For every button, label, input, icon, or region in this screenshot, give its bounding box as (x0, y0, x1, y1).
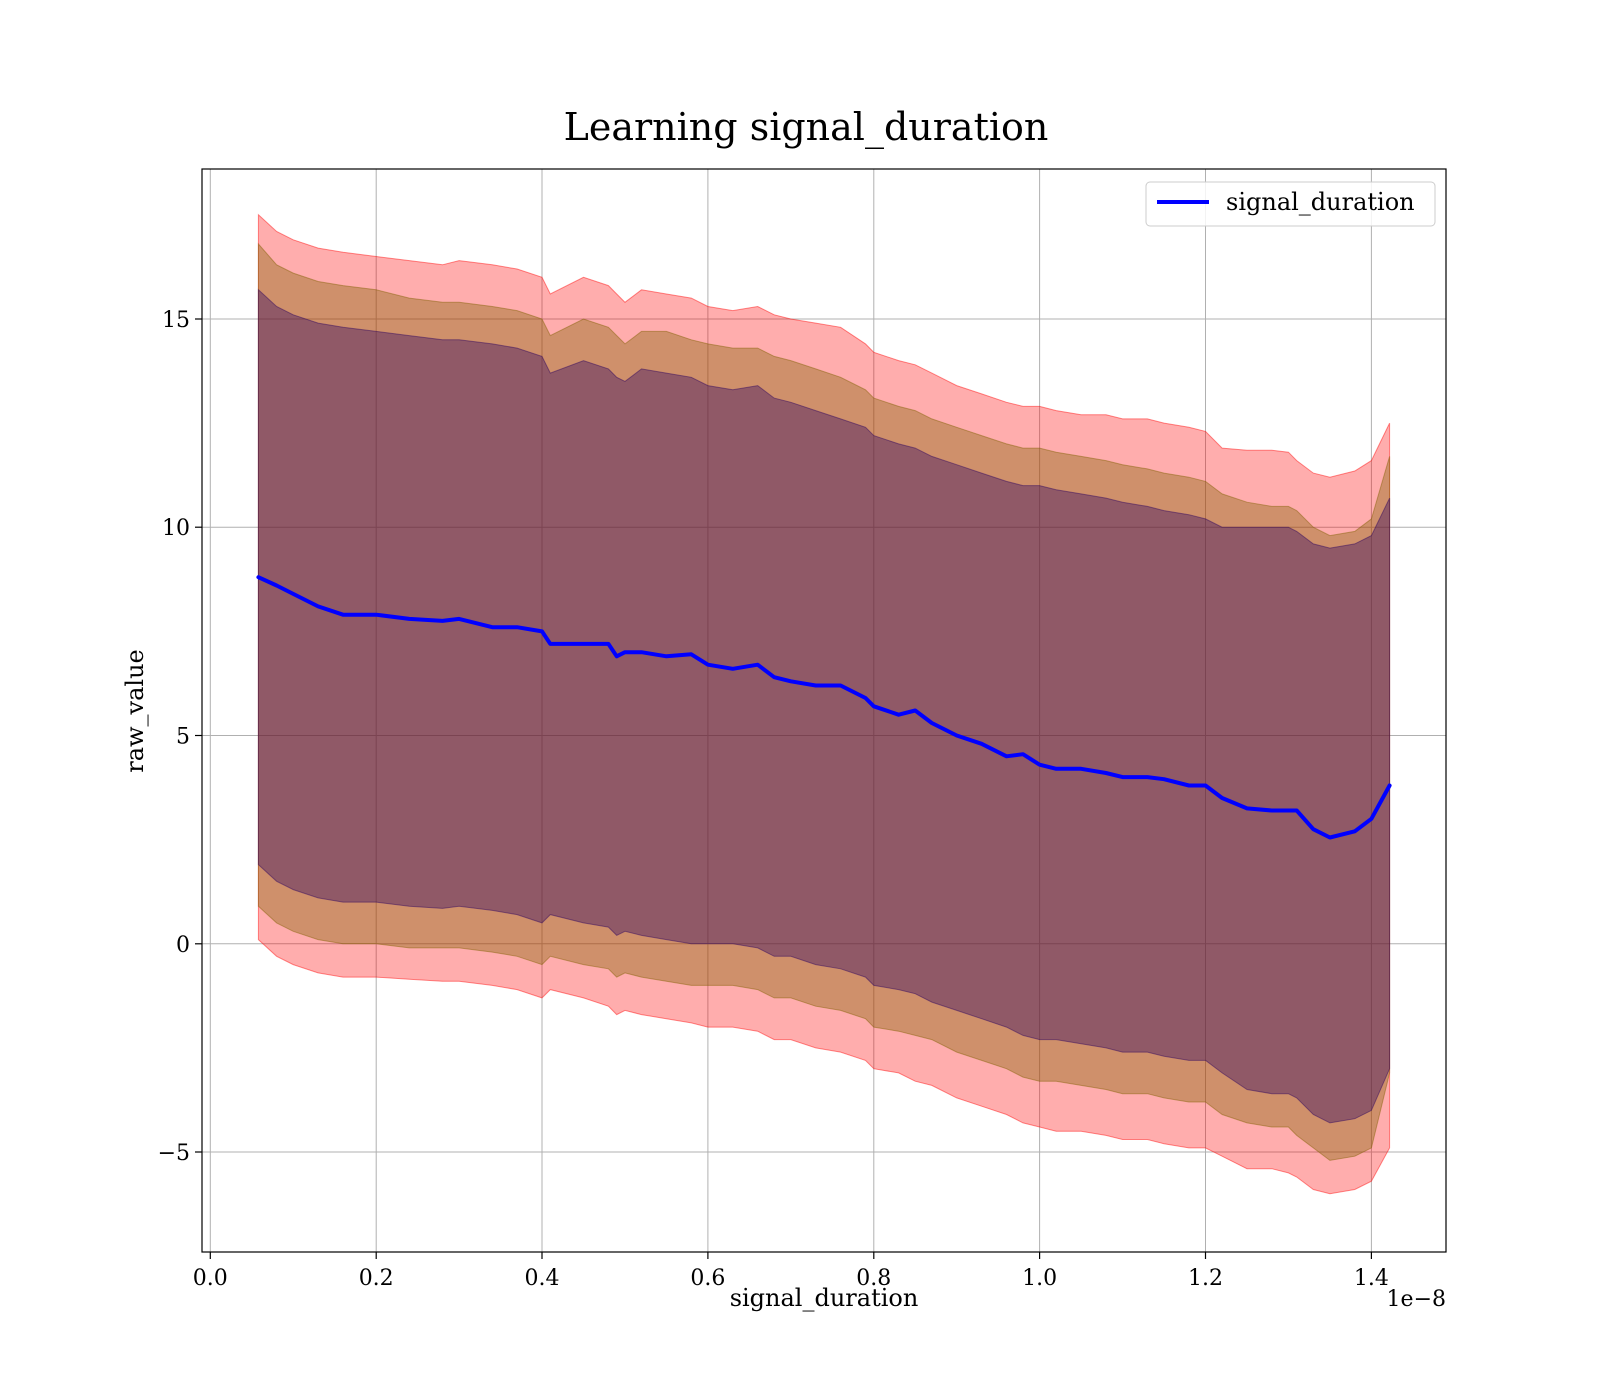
y-axis-ticks: −5 0 5 10 15 (158, 308, 202, 1166)
x-axis-offset-text: 1e−8 (1387, 1287, 1446, 1312)
x-tick-label: 1.0 (1022, 1266, 1057, 1291)
x-tick-label: 1.4 (1354, 1266, 1389, 1291)
confidence-bands (257, 213, 1391, 1195)
plot-frame (201, 168, 1447, 1253)
series-line-0 (256, 575, 1392, 840)
x-tick-label: 0.4 (525, 1266, 560, 1291)
grid-lines (202, 169, 1446, 1252)
x-tick-label: 0.6 (690, 1266, 725, 1291)
x-tick-label: 0.0 (193, 1266, 228, 1291)
legend-label: signal_duration (1226, 188, 1415, 216)
y-tick-label: −5 (158, 1141, 190, 1166)
x-tick-label: 0.2 (359, 1266, 394, 1291)
y-tick-label: 0 (176, 933, 190, 958)
y-axis-label: raw_value (121, 649, 149, 773)
legend-box (1145, 181, 1436, 227)
y-tick-label: 15 (162, 308, 190, 333)
x-axis-label: signal_duration (730, 1284, 919, 1312)
confidence-band-0 (257, 213, 1391, 1195)
x-tick-label: 0.8 (856, 1266, 891, 1291)
y-tick-label: 5 (176, 725, 190, 750)
x-tick-label: 1.2 (1188, 1266, 1223, 1291)
confidence-band-2 (257, 288, 1391, 1124)
y-tick-label: 10 (162, 516, 190, 541)
confidence-band-1 (257, 242, 1391, 1161)
chart-title: Learning signal_duration (564, 105, 1049, 150)
x-axis-ticks: 0.0 0.2 0.4 0.6 0.8 1.0 1.2 1.4 (193, 1252, 1389, 1291)
legend: signal_duration (1145, 181, 1436, 227)
series-lines (256, 575, 1392, 840)
